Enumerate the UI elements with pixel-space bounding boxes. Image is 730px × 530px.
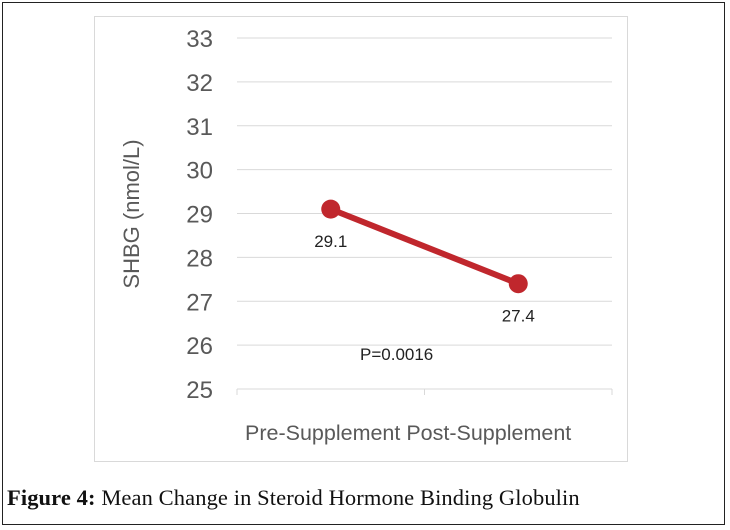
y-tick-label: 32 bbox=[186, 70, 213, 97]
data-label: 29.1 bbox=[314, 232, 347, 251]
figure-caption: Figure 4: Mean Change in Steroid Hormone… bbox=[7, 485, 723, 511]
data-label: 27.4 bbox=[502, 307, 535, 326]
p-value-annotation: P=0.0016 bbox=[360, 345, 433, 364]
y-axis-label: SHBG (nmol/L) bbox=[119, 139, 144, 288]
y-tick-label: 27 bbox=[186, 289, 213, 316]
caption-label: Figure 4: bbox=[7, 485, 96, 510]
y-tick-label: 31 bbox=[186, 114, 213, 141]
data-point bbox=[508, 274, 528, 294]
x-tick-label: Pre-Supplement Post-Supplement bbox=[245, 421, 571, 445]
caption-text: Mean Change in Steroid Hormone Binding G… bbox=[95, 485, 580, 510]
y-tick-label: 26 bbox=[186, 333, 213, 360]
y-tick-label: 33 bbox=[186, 26, 213, 53]
y-tick-label: 25 bbox=[186, 377, 213, 404]
y-tick-label: 30 bbox=[186, 158, 213, 185]
data-point bbox=[321, 199, 341, 219]
y-tick-label: 29 bbox=[186, 202, 213, 229]
chart-area bbox=[94, 16, 628, 462]
series-line bbox=[327, 206, 522, 287]
y-tick-label: 28 bbox=[186, 245, 213, 272]
